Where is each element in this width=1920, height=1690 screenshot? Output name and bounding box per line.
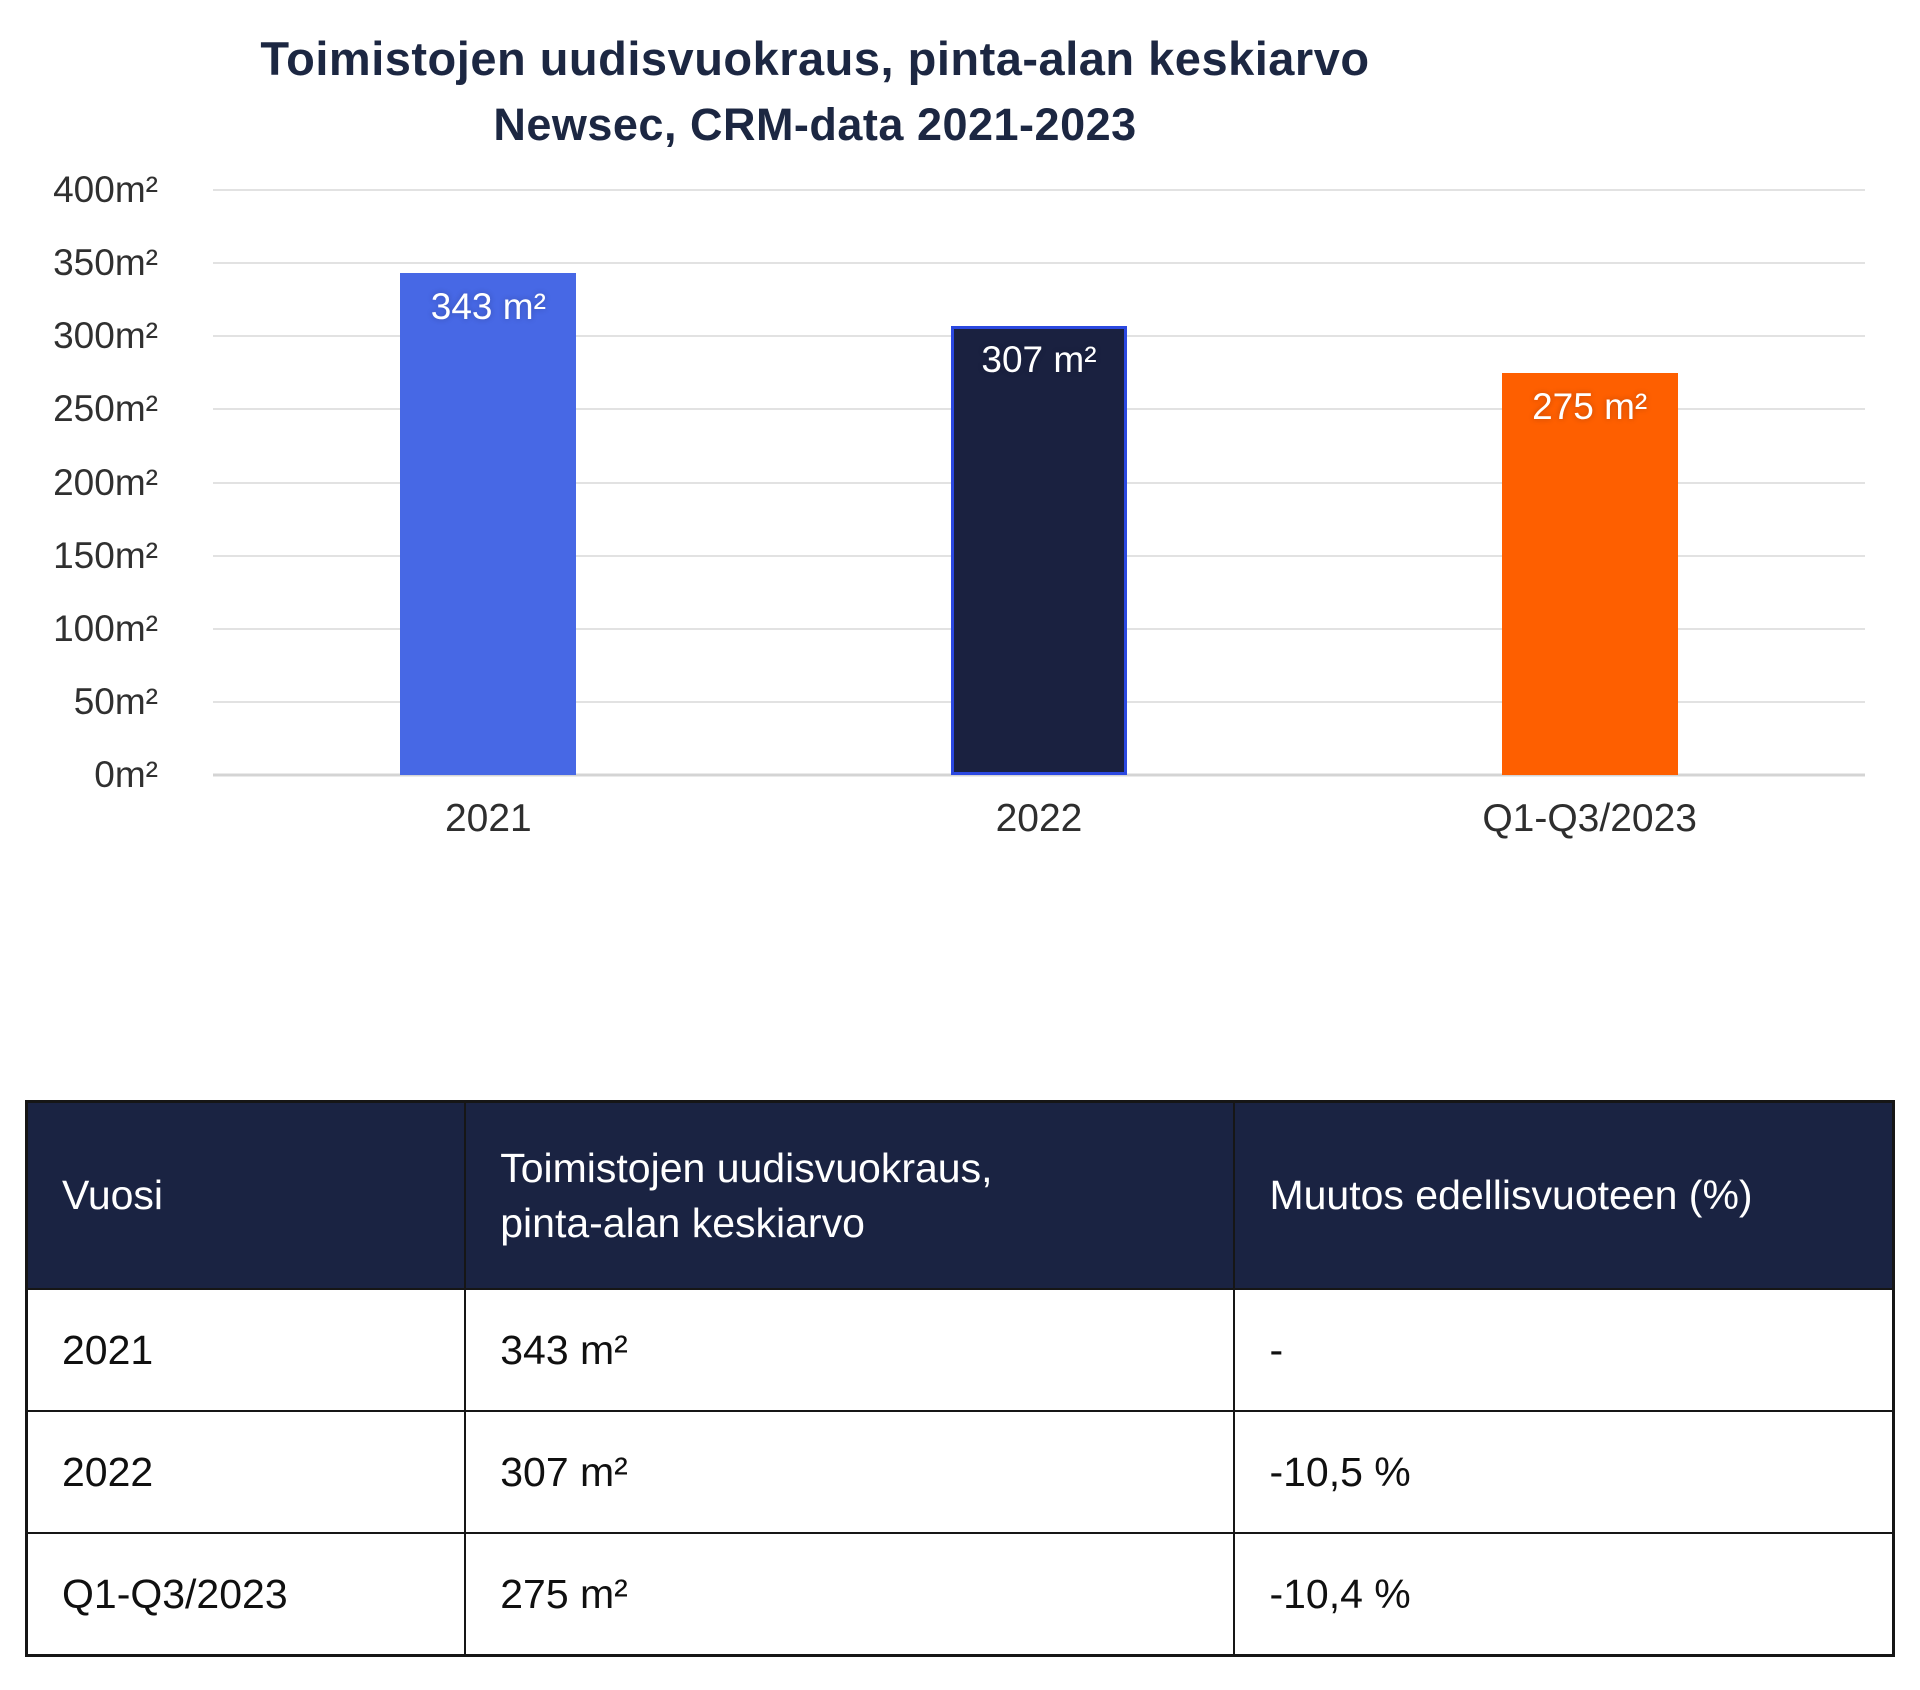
chart-title-line1: Toimistojen uudisvuokraus, pinta-alan ke… [260,32,1370,85]
x-axis-label: 2021 [444,797,532,840]
gridline [213,262,1865,265]
chart-title: Toimistojen uudisvuokraus, pinta-alan ke… [0,30,1630,153]
table-row: 2021 343 m² - [25,1288,1895,1412]
plot-area: 0m² 50m² 100m² 150m² 200m² 250m² 300m² 350m² 400… [53,169,1865,840]
table-body: 2021 343 m² -2022 307 m² -10,5 % Q1-Q3/2023 27… [25,1288,1895,1657]
y-axis-tick-label: 150m² [53,534,158,576]
gridline [213,189,1865,191]
chart-title-line2: Newsec, CRM-data 2021-2023 [493,98,1137,150]
table-cell: 2022 [25,1410,467,1534]
data-table: Vuosi Toimistojen uudisvuokraus, pinta-al… [25,1100,1895,1657]
table-cell: 307 m² [464,1410,1236,1534]
y-axis-tick-label: 250m² [53,388,158,430]
table-header-cell: Toimistojen uudisvuokraus, pinta-alan ke… [464,1100,1236,1290]
table-cell: 275 m² [464,1532,1236,1657]
table-cell: - [1233,1288,1895,1412]
gridline [213,773,1865,777]
y-axis-tick-label: 300m² [53,315,158,357]
table-cell: 343 m² [464,1288,1236,1412]
table-cell: -10,4 % [1233,1532,1895,1657]
table-row: Q1-Q3/2023 275 m² -10,4 % [25,1532,1895,1657]
y-axis-tick-label: 100m² [53,607,158,649]
bar-value-label: 343 m² [430,286,546,328]
table-cell: 2021 [25,1288,467,1412]
y-axis-tick-label: 0m² [94,754,158,795]
y-axis-tick-label: 400m² [53,169,158,210]
bar-2021: 343 m² [400,273,577,775]
x-axis-label: Q1-Q3/2023 [1482,797,1697,840]
table-row: 2022 307 m² -10,5 % [25,1410,1895,1534]
bar-slot: 343 m² [213,190,764,775]
table-cell: Q1-Q3/2023 [25,1532,467,1657]
y-axis-tick-label: 200m² [53,461,158,503]
x-axis-label: 2022 [995,797,1083,840]
bar-slot: 307 m² [764,190,1315,775]
table-cell: -10,5 % [1233,1410,1895,1534]
bar-value-label: 275 m² [1532,385,1648,427]
y-axis-tick-label: 50m² [73,680,158,722]
table-header-row: Vuosi Toimistojen uudisvuokraus, pinta-al… [25,1100,1895,1290]
bar-Q1-Q3/2023: 275 m² [1501,372,1678,775]
bar-slot: 275 m² [1314,190,1865,775]
bar-value-label: 307 m² [981,339,1097,381]
y-axis-tick-label: 350m² [53,242,158,284]
table-header-cell: Muutos edellisvuoteen (%) [1233,1100,1895,1290]
bar-2022: 307 m² [950,326,1127,775]
table-header-cell: Vuosi [25,1100,467,1290]
